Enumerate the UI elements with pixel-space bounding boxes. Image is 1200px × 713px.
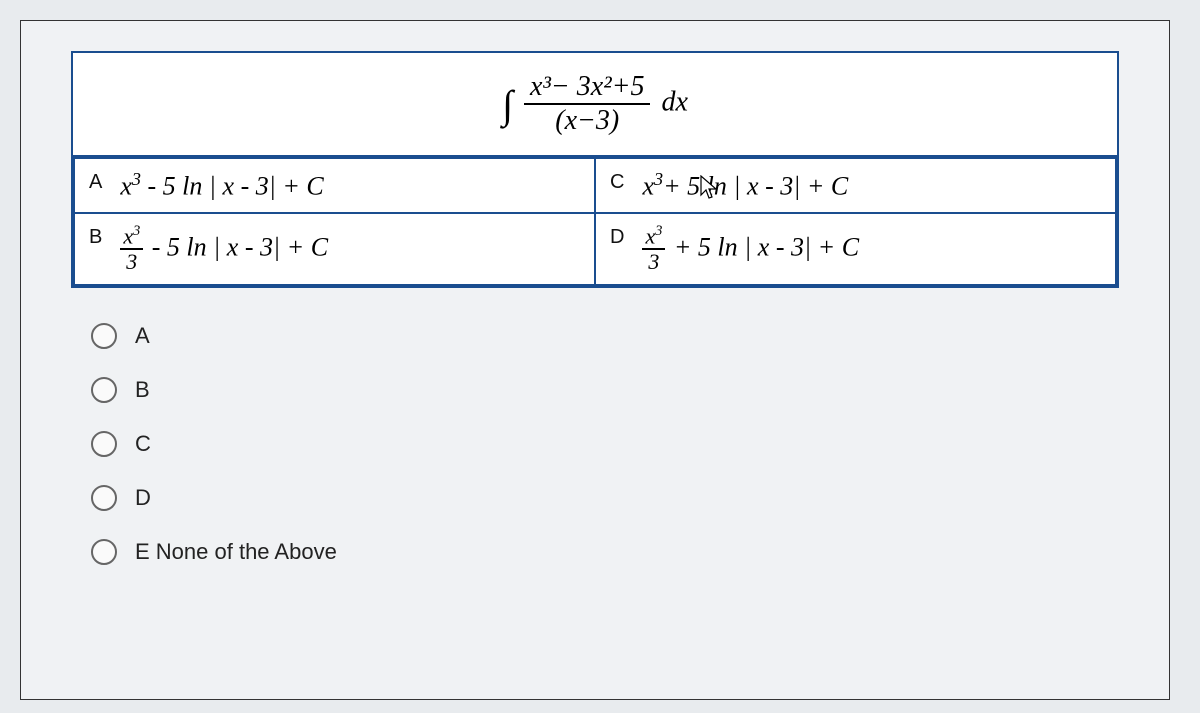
- dx: dx: [661, 86, 687, 117]
- answers-row-1: A x3 - 5 ln | x - 3| + C C x3+ 5 ln | x …: [73, 157, 1117, 214]
- choice-cell-d: D x3 3 + 5 ln | x - 3| + C: [594, 214, 1117, 287]
- radio-e[interactable]: [91, 539, 117, 565]
- choice-letter-b: B: [89, 226, 102, 249]
- choice-cell-c: C x3+ 5 ln | x - 3| + C: [594, 157, 1117, 214]
- choice-letter-a: A: [89, 171, 102, 194]
- choice-formula-a: x3 - 5 ln | x - 3| + C: [120, 169, 323, 202]
- radio-a[interactable]: [91, 323, 117, 349]
- question-box: ∫ x³− 3x²+5 (x−3) dx A x3 - 5 ln | x - 3…: [71, 51, 1119, 288]
- option-label-b: B: [135, 377, 150, 403]
- choice-formula-b: x3 3 - 5 ln | x - 3| + C: [120, 224, 328, 275]
- radio-b[interactable]: [91, 377, 117, 403]
- option-label-c: C: [135, 431, 151, 457]
- numerator: x³− 3x²+5: [524, 71, 650, 105]
- option-label-d: D: [135, 485, 151, 511]
- answers-row-2: B x3 3 - 5 ln | x - 3| + C D x3 3 + 5 l: [73, 214, 1117, 287]
- radio-d[interactable]: [91, 485, 117, 511]
- option-d[interactable]: D: [91, 485, 1119, 511]
- choice-formula-d: x3 3 + 5 ln | x - 3| + C: [642, 224, 859, 275]
- option-label-e: E None of the Above: [135, 539, 337, 565]
- denominator: (x−3): [524, 105, 650, 137]
- option-label-a: A: [135, 323, 150, 349]
- choice-cell-a: A x3 - 5 ln | x - 3| + C: [73, 157, 594, 214]
- cursor-icon: [700, 175, 720, 201]
- choice-letter-c: C: [610, 171, 624, 194]
- question-card: ∫ x³− 3x²+5 (x−3) dx A x3 - 5 ln | x - 3…: [20, 20, 1170, 700]
- option-c[interactable]: C: [91, 431, 1119, 457]
- question-integral: ∫ x³− 3x²+5 (x−3) dx: [73, 53, 1117, 157]
- choice-cell-b: B x3 3 - 5 ln | x - 3| + C: [73, 214, 594, 287]
- integral-sign: ∫: [502, 81, 513, 128]
- option-e[interactable]: E None of the Above: [91, 539, 1119, 565]
- option-a[interactable]: A: [91, 323, 1119, 349]
- option-b[interactable]: B: [91, 377, 1119, 403]
- choice-formula-c: x3+ 5 ln | x - 3| + C: [642, 169, 848, 202]
- options-group: A B C D E None of the Above: [91, 323, 1119, 565]
- radio-c[interactable]: [91, 431, 117, 457]
- integral-fraction: x³− 3x²+5 (x−3): [524, 71, 650, 137]
- choice-letter-d: D: [610, 226, 624, 249]
